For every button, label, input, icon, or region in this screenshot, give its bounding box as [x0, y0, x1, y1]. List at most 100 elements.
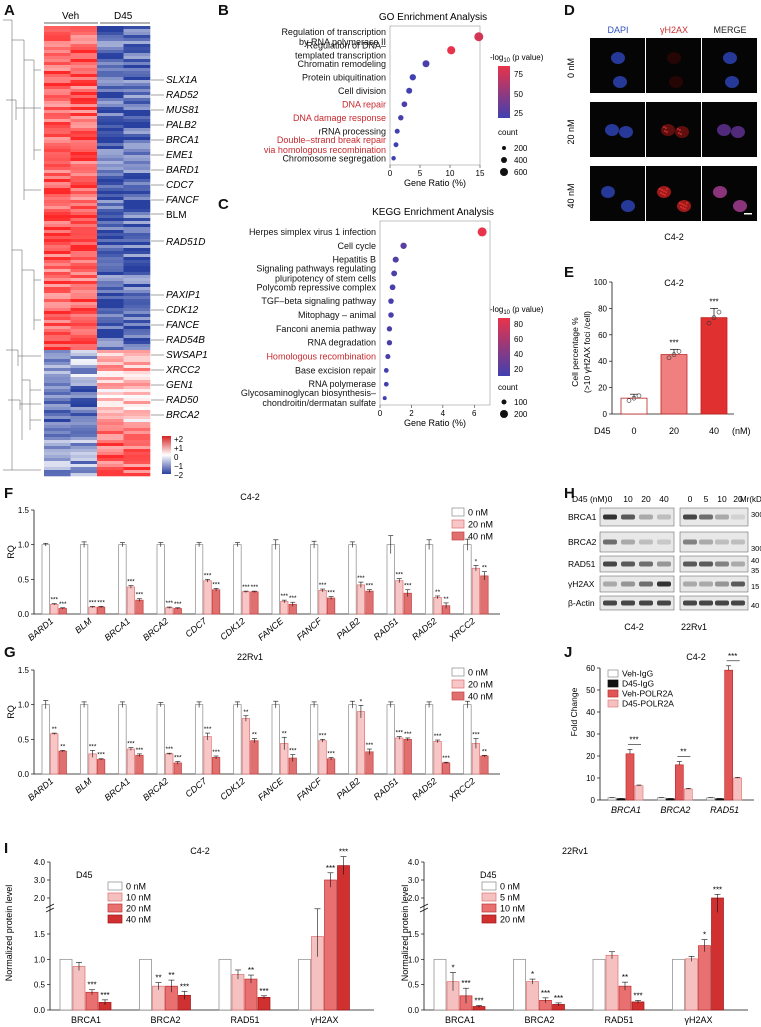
panel-letter-a: A [4, 2, 15, 19]
lane-label: 5 [704, 494, 709, 504]
term-label: Glycosaminoglycan biosynthesis– [241, 388, 376, 398]
chart-title-left: C4-2 [190, 846, 210, 856]
heatmap-cell [70, 167, 98, 171]
heatmap-cell [97, 206, 124, 210]
microscopy-image [702, 166, 757, 221]
heatmap-cell [123, 146, 151, 150]
foci-dot [662, 193, 664, 195]
heatmap-cell [97, 293, 124, 297]
legend-tick: 60 [514, 335, 523, 344]
heatmap-cell [44, 65, 71, 69]
heatmap-cell [44, 251, 71, 255]
heatmap-cell [123, 86, 151, 90]
count-legend-dot [501, 399, 507, 405]
heatmap-cell [70, 89, 98, 93]
bar [656, 797, 666, 801]
heatmap-cell [44, 146, 71, 150]
bar [348, 544, 357, 615]
heatmap-cell [44, 332, 71, 336]
heatmap-cell [97, 41, 124, 45]
heatmap-cell [123, 455, 151, 459]
scale-bar [744, 213, 752, 215]
legend-label: 20 nM [126, 904, 151, 914]
blot-band [699, 539, 713, 545]
x-tick-label: 2 [409, 409, 414, 418]
y-axis-label: RQ [6, 705, 16, 719]
heatmap-cell [70, 431, 98, 435]
heatmap-cell [97, 113, 124, 117]
blot-strip [599, 555, 675, 573]
heatmap-cell [97, 371, 124, 375]
heatmap-cell [70, 443, 98, 447]
heatmap-cell [97, 137, 124, 141]
blot-band [715, 561, 729, 567]
heatmap-cell [44, 29, 71, 33]
foci-dot [682, 207, 684, 209]
heatmap-cell [123, 422, 151, 426]
y-tick-label: 2.0 [34, 894, 46, 903]
bar [79, 704, 89, 775]
y-axis-label-right: Normalized protein level [400, 885, 410, 982]
heatmap-cell [44, 380, 71, 384]
nucleus [717, 124, 731, 136]
heatmap-cell [70, 53, 98, 57]
chart-title: C4-2 [664, 278, 684, 288]
heatmap-cell [70, 32, 98, 36]
heatmap-cell [70, 356, 98, 360]
panel-letter-d: D [564, 2, 575, 19]
heatmap-cell [70, 308, 98, 312]
x-prefix: D45 [594, 426, 611, 436]
count-legend-title: count [498, 128, 518, 137]
replicate-dot [671, 352, 677, 357]
y-tick-label: 0 [603, 410, 608, 419]
significance-marker: *** [100, 991, 109, 1000]
heatmap-cell [44, 407, 71, 411]
heatmap-cell [123, 395, 151, 399]
bar [173, 608, 182, 615]
bar [665, 798, 675, 801]
heatmap-cell [123, 170, 151, 174]
bar [96, 606, 106, 615]
term-label: Double–strand break repair [277, 135, 386, 145]
lane-label: 20 [641, 494, 651, 504]
y-tick-label: 3.0 [34, 876, 46, 885]
heatmap-cell [44, 290, 71, 294]
significance-marker: ** [60, 743, 66, 750]
heatmap-cell [97, 410, 124, 414]
bar [674, 764, 684, 801]
heatmap-cell [44, 44, 71, 48]
heatmap-cell [70, 407, 98, 411]
significance-marker: *** [97, 599, 105, 606]
y-tick-label: 40 [598, 357, 607, 366]
data-point [385, 353, 391, 360]
heatmap-cell [97, 152, 124, 156]
count-legend-tick: 600 [514, 168, 528, 177]
heatmap-cell [44, 419, 71, 423]
heatmap-cell [97, 92, 124, 96]
heatmap-cell [70, 191, 98, 195]
significance-marker: *** [136, 592, 144, 599]
legend-title: -log10 (p value) [490, 305, 544, 316]
col-header-merge: MERGE [713, 25, 746, 35]
y-tick-label: 4.0 [34, 858, 46, 867]
heatmap-cell [97, 191, 124, 195]
heatmap-cell [97, 470, 124, 474]
blot-band [699, 514, 713, 520]
blot-band [657, 514, 671, 520]
heatmap-cell [44, 239, 71, 243]
bar [620, 397, 648, 415]
heatmap-cell [44, 353, 71, 357]
heatmap-cell [123, 191, 151, 195]
significance-marker: ** [155, 974, 161, 983]
lane-label: 0 [688, 494, 693, 504]
blot-band [657, 539, 671, 545]
heatmap-cell [44, 215, 71, 219]
bar [386, 704, 395, 775]
heatmap-cell [97, 29, 124, 33]
heatmap-cell [44, 248, 71, 252]
heatmap-cell [123, 77, 151, 81]
heatmap-cell [123, 35, 151, 39]
heatmap-cell [123, 164, 151, 168]
heatmap-cell [70, 230, 98, 234]
heatmap-cell [123, 173, 151, 177]
